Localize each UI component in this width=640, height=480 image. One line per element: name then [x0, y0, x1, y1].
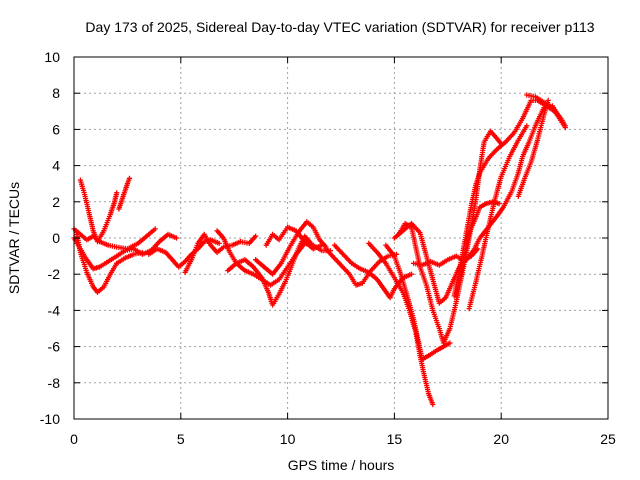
y-tick-label: -8 — [48, 375, 61, 391]
data-point-markers — [253, 219, 329, 277]
series-track-c — [116, 175, 133, 212]
x-tick-label: 5 — [177, 431, 185, 447]
series-track-t — [458, 199, 502, 279]
y-tick-label: 2 — [52, 194, 60, 210]
data-point-markers — [116, 175, 133, 212]
data-point-markers — [458, 199, 502, 279]
data-point-markers — [146, 237, 222, 270]
series-track-g — [182, 231, 259, 275]
x-tick-label: 15 — [387, 431, 403, 447]
x-axis-title: GPS time / hours — [288, 457, 395, 473]
series-track-w — [524, 92, 568, 129]
data-point-markers — [383, 242, 453, 362]
series-track-i — [225, 233, 314, 308]
x-tick-label: 25 — [600, 431, 616, 447]
x-axis-ticks: 0 5 10 15 20 25 — [70, 57, 616, 447]
y-axis-ticks: -10 -8 -6 -4 -2 0 2 4 6 8 10 — [40, 49, 608, 427]
data-point-markers — [466, 123, 530, 312]
y-axis-title: SDTVAR / TECUs — [6, 182, 22, 294]
x-tick-label: 0 — [70, 431, 78, 447]
series-track-v — [515, 97, 551, 199]
y-tick-label: -6 — [48, 339, 61, 355]
y-tick-label: -10 — [40, 411, 60, 427]
data-point-markers — [515, 97, 551, 199]
chart-title: Day 173 of 2025, Sidereal Day-to-day VTE… — [85, 19, 594, 35]
series-track-k — [263, 224, 325, 252]
y-tick-label: -2 — [48, 266, 61, 282]
x-tick-label: 10 — [280, 431, 296, 447]
y-tick-label: 4 — [52, 158, 60, 174]
data-point-markers — [263, 224, 325, 252]
y-tick-label: 10 — [44, 49, 60, 65]
x-tick-label: 20 — [493, 431, 509, 447]
data-marks — [71, 92, 568, 408]
series-track-f — [146, 237, 222, 270]
y-tick-label: 6 — [52, 121, 60, 137]
data-point-markers — [225, 233, 314, 308]
y-tick-label: 0 — [52, 230, 60, 246]
series-track-u — [466, 123, 530, 312]
y-tick-label: -4 — [48, 302, 61, 318]
data-point-markers — [182, 231, 259, 275]
y-tick-label: 8 — [52, 85, 60, 101]
data-point-markers — [524, 92, 568, 129]
series-track-o — [383, 242, 453, 362]
series-track-j — [253, 219, 329, 277]
